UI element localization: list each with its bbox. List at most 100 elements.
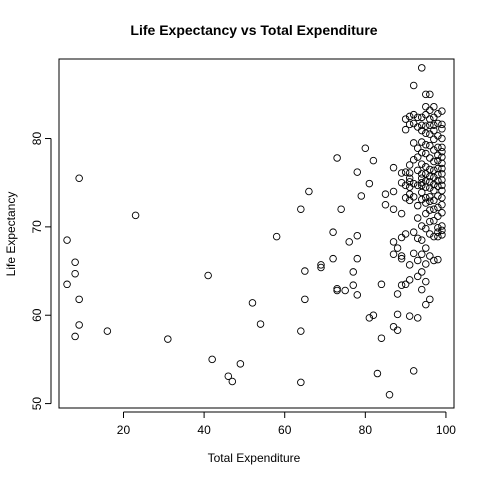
data-point (236, 360, 245, 368)
data-point (333, 154, 341, 162)
data-point (426, 90, 434, 99)
data-point (381, 201, 390, 209)
data-point (413, 113, 422, 122)
data-point (409, 139, 418, 147)
data-point (401, 230, 410, 238)
data-point (438, 125, 446, 133)
data-point (401, 125, 410, 134)
data-point (422, 244, 430, 252)
data-point (393, 326, 402, 334)
data-point (397, 169, 406, 177)
data-point (397, 281, 406, 289)
data-point (422, 209, 430, 218)
data-point (361, 144, 370, 152)
data-point (413, 123, 422, 131)
data-point (341, 286, 349, 295)
data-point (409, 155, 418, 164)
data-point (430, 256, 438, 265)
data-point (377, 334, 386, 342)
data-point (397, 178, 406, 187)
data-point (430, 216, 438, 225)
data-point (438, 226, 446, 235)
data-point (333, 286, 341, 295)
data-point (438, 148, 446, 156)
data-point (413, 314, 422, 322)
x-axis-label: Total Expenditure (208, 451, 301, 465)
data-point (365, 314, 374, 322)
data-point (422, 110, 430, 119)
data-point (418, 195, 426, 204)
data-point (208, 355, 216, 364)
data-point (426, 106, 434, 114)
data-point (317, 261, 325, 269)
x-tick-label: 20 (117, 423, 131, 437)
data-point (401, 168, 410, 176)
data-point (345, 238, 353, 246)
data-point (418, 121, 426, 130)
data-point (430, 113, 438, 122)
data-point (430, 196, 438, 205)
data-point (434, 212, 442, 221)
data-point (438, 181, 446, 190)
data-point (413, 214, 422, 222)
data-point (413, 181, 422, 190)
data-point (422, 260, 430, 268)
data-point (430, 205, 438, 213)
data-point (418, 181, 426, 190)
x-tick-label: 100 (436, 423, 456, 437)
data-point (418, 188, 426, 197)
data-point (353, 168, 362, 176)
data-point (329, 254, 337, 263)
data-point (71, 258, 79, 266)
data-point (405, 174, 414, 183)
data-point (204, 271, 212, 280)
data-point (438, 231, 446, 239)
data-point (430, 126, 438, 135)
data-point (405, 178, 414, 186)
data-point (422, 122, 430, 130)
data-point (422, 224, 430, 233)
data-point (430, 232, 438, 241)
data-point (409, 81, 418, 90)
data-point (385, 390, 394, 399)
data-point (405, 112, 414, 121)
data-point (349, 281, 357, 289)
data-point (103, 327, 112, 335)
data-point (426, 115, 434, 123)
data-point (409, 110, 418, 119)
data-point (397, 209, 406, 218)
data-point (381, 190, 390, 198)
data-point (389, 250, 398, 259)
data-point (301, 295, 309, 304)
data-points (63, 64, 446, 399)
data-point (301, 267, 309, 275)
data-point (349, 268, 357, 276)
data-point (401, 280, 410, 289)
data-point (418, 64, 426, 72)
data-point (409, 179, 418, 188)
data-point (422, 90, 430, 99)
data-point (438, 107, 446, 115)
data-point (430, 121, 438, 130)
data-point (377, 280, 386, 289)
data-point (353, 231, 362, 240)
data-point (434, 232, 442, 241)
data-point (389, 187, 398, 196)
data-point (422, 129, 430, 137)
y-axis: 50 60 70 80 (30, 132, 52, 410)
data-point (418, 236, 426, 244)
data-point (413, 153, 422, 161)
data-point (297, 205, 305, 213)
data-point (438, 164, 446, 173)
data-point (426, 217, 434, 226)
data-point (63, 280, 71, 289)
data-point (430, 135, 438, 144)
data-point (397, 233, 406, 242)
data-point (438, 143, 446, 152)
data-point (422, 149, 430, 158)
data-point (426, 121, 434, 130)
data-point (405, 120, 414, 129)
data-point (365, 179, 374, 188)
data-point (418, 160, 426, 168)
